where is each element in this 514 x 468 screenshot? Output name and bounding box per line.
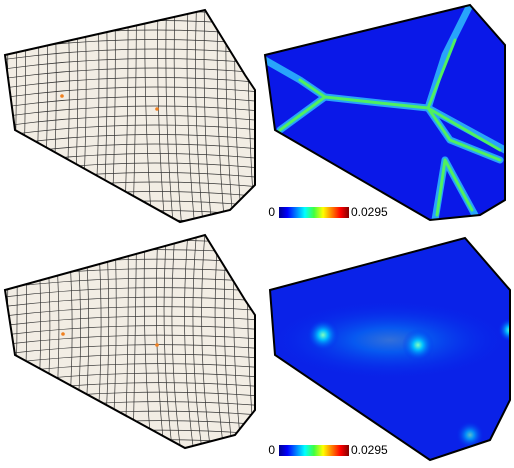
heatmap-bottom bbox=[270, 238, 514, 460]
mesh-line bbox=[0, 240, 260, 250]
mesh-line bbox=[4, 5, 8, 240]
colorbar bbox=[279, 207, 349, 218]
figure: 0 0.0295 0 0.0295 bbox=[0, 0, 514, 468]
mesh-top bbox=[0, 5, 265, 241]
colorbar bbox=[279, 445, 349, 456]
mesh-line bbox=[4, 233, 8, 468]
colorbar-top: 0 0.0295 bbox=[268, 205, 388, 219]
colorbar-bottom: 0 0.0295 bbox=[268, 443, 388, 457]
mesh-line bbox=[0, 230, 260, 241]
mesh-line bbox=[256, 5, 264, 240]
mesh-line bbox=[0, 220, 260, 231]
colorbar-min: 0 bbox=[268, 205, 275, 219]
mesh-bottom bbox=[0, 233, 265, 468]
colorbar-max: 0.0295 bbox=[351, 443, 388, 457]
mesh-line bbox=[256, 233, 264, 468]
heatmap-top bbox=[265, 5, 505, 220]
colorbar-min: 0 bbox=[268, 443, 275, 457]
mesh-line bbox=[0, 449, 260, 459]
mesh-line bbox=[0, 459, 260, 468]
mesh-line bbox=[0, 11, 260, 22]
mesh-line bbox=[0, 440, 260, 450]
colorbar-max: 0.0295 bbox=[351, 205, 388, 219]
